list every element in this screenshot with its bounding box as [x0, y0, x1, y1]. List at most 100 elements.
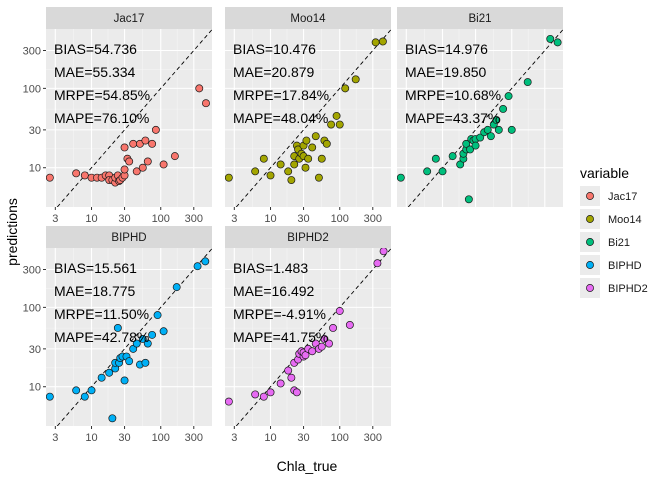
data-point	[317, 342, 326, 351]
stat-annotation: MRPE=10.68%	[405, 87, 501, 103]
x-tick-label: 30	[297, 432, 309, 444]
stat-annotation: BIAS=1.483	[233, 260, 308, 276]
data-point	[523, 78, 532, 87]
data-point	[113, 324, 122, 332]
data-point	[308, 143, 317, 152]
data-point	[373, 259, 382, 268]
x-tick-label: 10	[85, 213, 97, 225]
data-point	[292, 388, 301, 397]
data-point	[97, 373, 106, 382]
legend-marker	[586, 215, 594, 223]
data-point	[314, 173, 323, 182]
stat-annotation: MRPE=-4.91%	[233, 306, 326, 322]
stat-annotation: BIAS=54.736	[54, 41, 137, 57]
data-point	[379, 248, 388, 256]
x-tick-label: 10	[264, 213, 276, 225]
stat-annotation: MAPE=76.10%	[54, 110, 149, 126]
data-point	[284, 366, 293, 375]
data-point	[132, 167, 141, 176]
data-point	[276, 160, 285, 169]
facet-strip-label: BIPHD2	[287, 232, 329, 244]
legend-marker	[586, 192, 594, 200]
data-point	[308, 347, 317, 356]
data-point	[322, 139, 331, 148]
data-point	[193, 262, 202, 271]
data-point	[46, 173, 54, 182]
stat-annotation: BIAS=15.561	[54, 260, 137, 276]
data-point	[170, 152, 179, 161]
data-point	[225, 397, 233, 406]
facet-jac17: Jac17 BIAS=54.736 MAE=55.334 MRPE=54.85% MAP…	[46, 7, 212, 207]
x-tick-label: 30	[297, 213, 309, 225]
data-point	[507, 125, 516, 134]
data-point	[464, 195, 473, 204]
data-point	[462, 139, 471, 148]
data-point	[138, 163, 147, 172]
x-tick-label: 100	[331, 213, 349, 225]
data-point	[553, 38, 562, 47]
legend-item: Bi21	[580, 232, 630, 252]
data-point	[486, 132, 495, 141]
axes-layer: 3 10 30 100 300 10 30 100 300 3 10 30 100 300 3 10 30 100…	[23, 46, 382, 444]
data-point	[72, 386, 81, 395]
y-tick-label: 100	[23, 83, 41, 95]
x-tick-label: 3	[231, 432, 237, 444]
x-tick-label: 30	[118, 432, 130, 444]
data-point	[259, 392, 268, 401]
x-tick-label: 10	[264, 432, 276, 444]
data-point	[317, 154, 326, 163]
stat-annotation: MAE=18.775	[54, 283, 136, 299]
legend-label: BIPHD	[608, 260, 642, 272]
x-tick-label: 10	[85, 432, 97, 444]
data-point	[129, 139, 138, 148]
facet-strip-label: BIPHD	[111, 232, 146, 244]
facet-strip	[46, 226, 212, 248]
data-point	[141, 136, 150, 145]
data-point	[46, 392, 54, 401]
legend-marker	[586, 261, 594, 269]
y-tick-label: 100	[23, 302, 41, 314]
one-to-one-line	[56, 29, 212, 207]
facet-biphd2: BIPHD2 BIAS=1.483 MAE=16.492 MRPE=-4.91% MAP…	[225, 226, 391, 426]
x-tick-label: 100	[331, 432, 349, 444]
legend-label: Jac17	[608, 191, 637, 203]
data-point	[431, 154, 440, 163]
legend-label: BIPHD2	[608, 283, 648, 295]
legend-item: Moo14	[580, 209, 642, 229]
data-point	[320, 335, 329, 343]
one-to-one-line	[235, 248, 391, 426]
data-point	[151, 125, 160, 134]
legend-entries: Jac17 Moo14 Bi21 BIPHD BIPHD2	[580, 186, 648, 298]
stat-annotation: MAPE=41.75%	[233, 329, 328, 345]
data-point	[304, 154, 313, 163]
data-point	[80, 392, 89, 401]
panels-layer: Jac17 BIAS=54.736 MAE=55.334 MRPE=54.85% MAP…	[46, 7, 563, 426]
legend-item: BIPHD2	[580, 278, 648, 298]
data-point	[466, 145, 475, 154]
facet-strip-label: Bi21	[468, 13, 491, 25]
data-point	[159, 160, 168, 169]
data-point	[287, 176, 296, 184]
legend-marker	[586, 238, 594, 246]
data-point	[172, 283, 181, 292]
data-point	[108, 414, 117, 423]
data-point	[341, 84, 350, 93]
data-point	[159, 327, 168, 336]
data-point	[72, 169, 81, 178]
data-point	[378, 37, 387, 46]
data-point	[290, 160, 299, 169]
stat-annotation: MRPE=54.85%	[54, 87, 150, 103]
data-point	[148, 139, 157, 148]
data-point	[438, 167, 447, 176]
data-point	[266, 171, 275, 180]
stat-annotation: MAE=55.334	[54, 64, 136, 80]
x-tick-label: 300	[364, 213, 382, 225]
data-point	[125, 157, 134, 166]
data-point	[492, 116, 501, 124]
data-point	[423, 167, 432, 176]
data-point	[120, 376, 129, 385]
y-axis-label: predictions	[4, 198, 20, 266]
data-point	[201, 257, 210, 266]
data-point	[301, 163, 310, 172]
x-tick-label: 300	[185, 432, 203, 444]
